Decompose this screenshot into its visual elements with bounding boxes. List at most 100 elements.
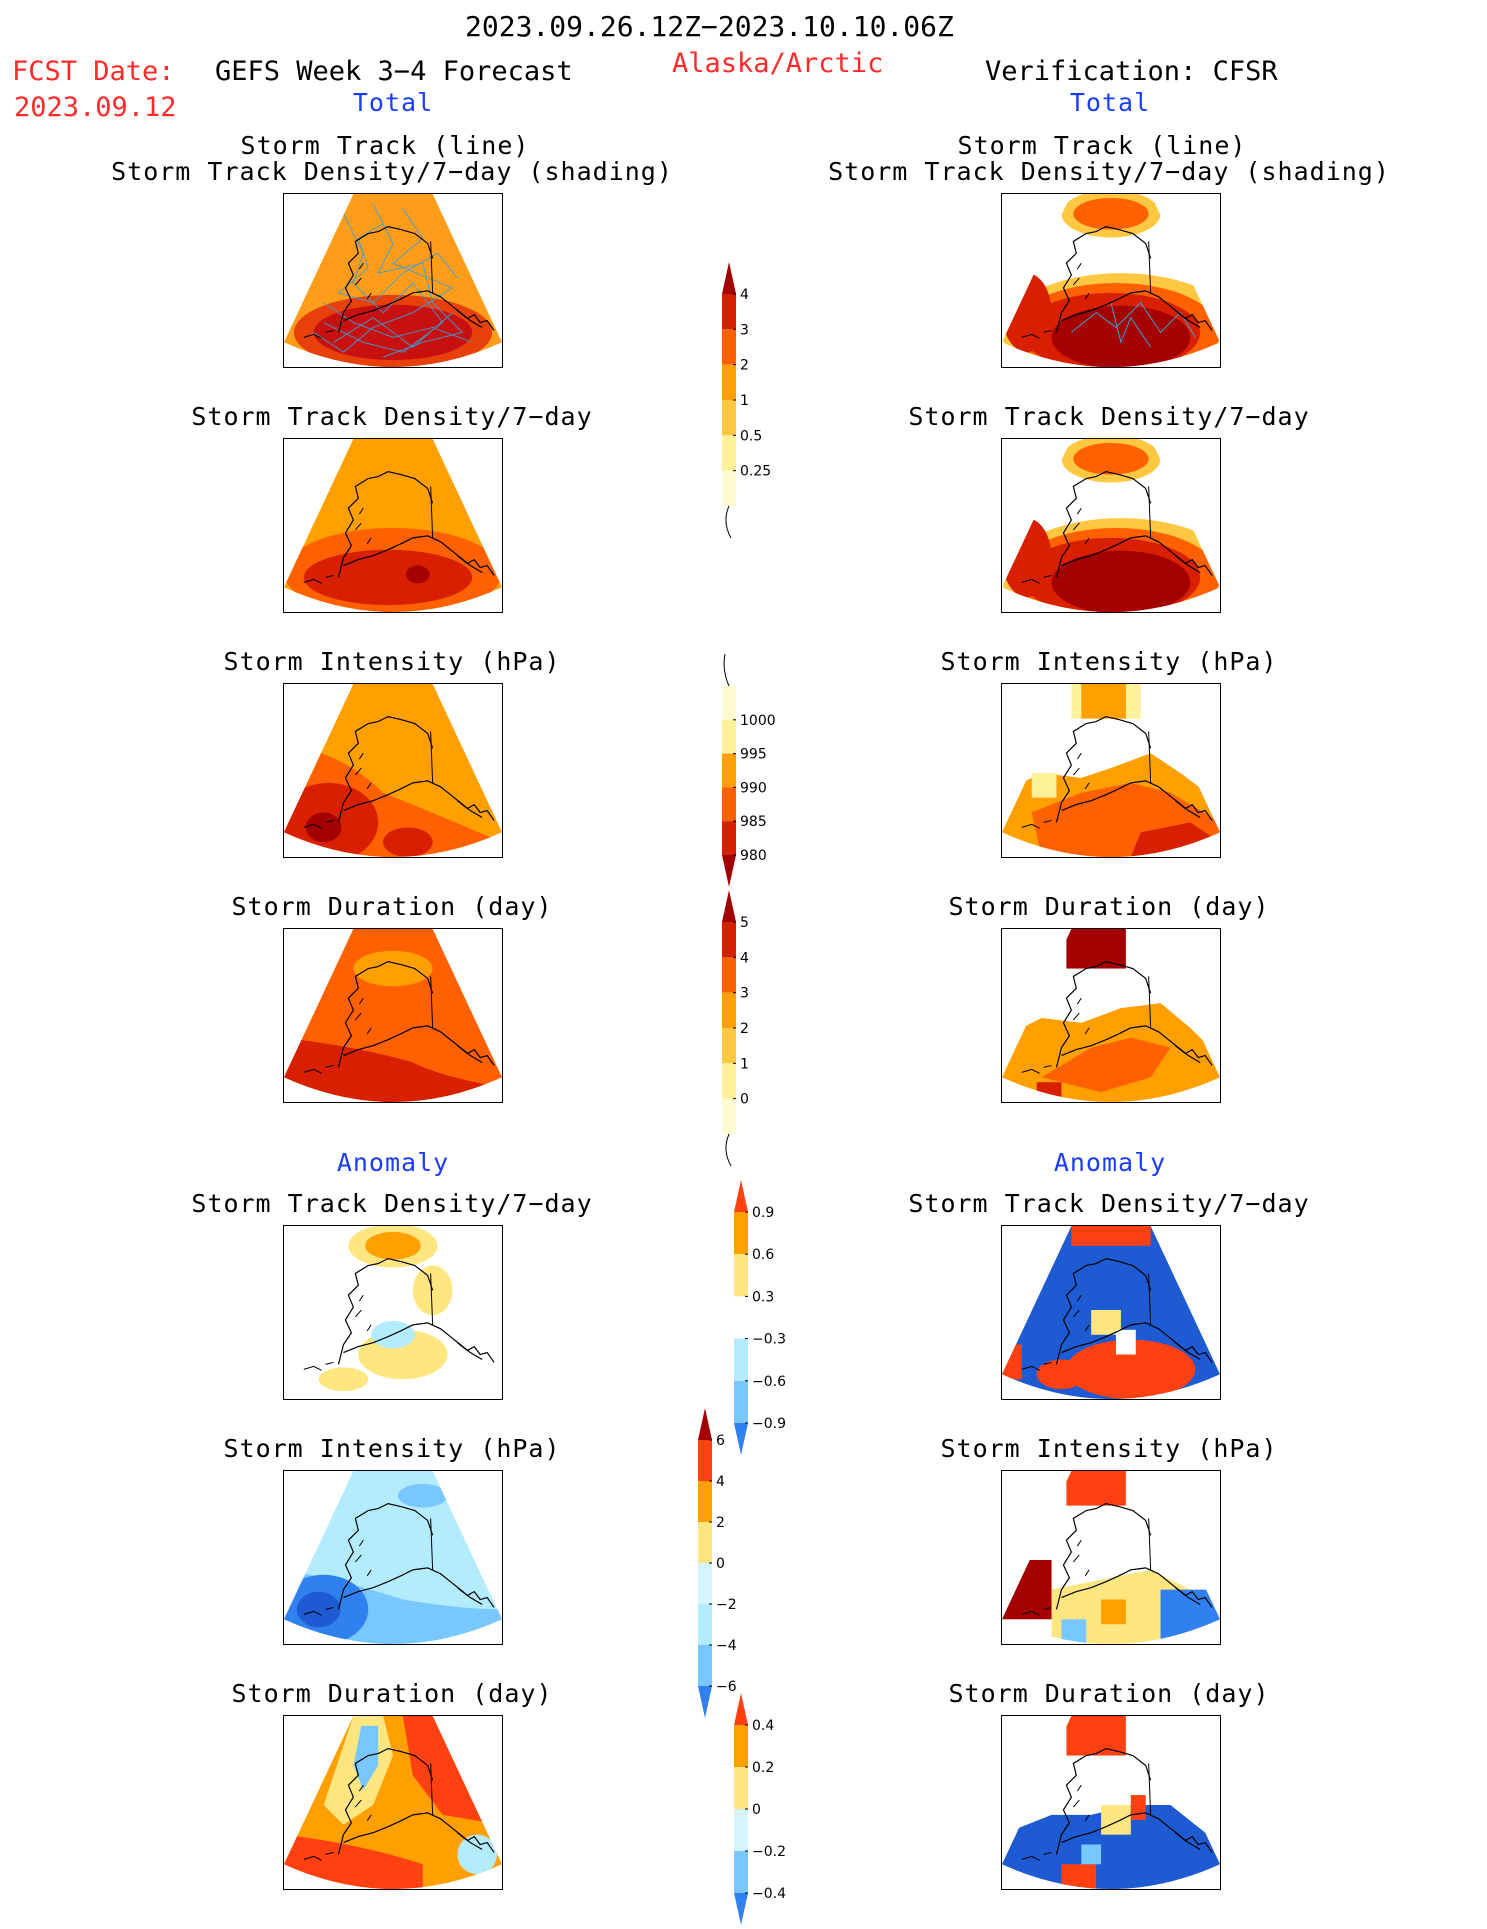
anom_density-swatch [734, 1380, 748, 1423]
density-colorbar-svg: 4 3 2 1 0.5 0.25 [722, 262, 771, 539]
intensity-tick-label: 980 [740, 848, 767, 864]
anom_duration-tick-label: 0 [752, 1802, 761, 1818]
anom_duration-arrow-top [734, 1693, 748, 1725]
anom_duration-tick-label: 0.4 [752, 1718, 774, 1734]
intensity-swatch [722, 719, 736, 754]
duration-tick-label: 0 [740, 1092, 749, 1108]
intensity-tail-top [723, 653, 730, 687]
duration-tick-label: 3 [740, 986, 749, 1002]
period-title: 2023.09.26.12Z−2023.10.10.06Z [465, 10, 954, 43]
density-swatch [722, 400, 736, 436]
anom_intensity-swatch [698, 1481, 712, 1522]
anom_intensity-tick-label: −4 [716, 1638, 737, 1654]
left-anom-intensity-title: Storm Intensity (hPa) [223, 1434, 561, 1463]
density-swatch [722, 364, 736, 400]
anom_density-swatch [734, 1338, 748, 1381]
density-tick-label: 0.5 [740, 428, 762, 444]
anom-intensity-colorbar: 6 4 2 0 −2 −4 −6 [698, 1408, 758, 1718]
right-density-map [1001, 438, 1221, 613]
density-colorbar: 4 3 2 1 0.5 0.25 [722, 262, 782, 539]
anom_duration-tick-label: −0.4 [752, 1886, 786, 1902]
density-tick-label: 3 [740, 322, 749, 338]
intensity-tick-label: 990 [740, 780, 767, 796]
anom_intensity-tick-label: 2 [716, 1515, 725, 1531]
anom_duration-swatch [734, 1767, 748, 1809]
left-duration-title: Storm Duration (day) [231, 892, 553, 921]
intensity-swatch [722, 821, 736, 855]
left-anom-duration-title: Storm Duration (day) [231, 1679, 553, 1708]
anom-duration-colorbar: 0.4 0.2 0 −0.2 −0.4 [734, 1693, 794, 1925]
density-tick-label: 2 [740, 358, 749, 374]
left-track-line-title: Storm Track (line) [240, 131, 530, 160]
density-swatch [722, 435, 736, 471]
intensity-swatch [722, 753, 736, 788]
anom_intensity-arrow-top [698, 1408, 712, 1440]
anom_duration-swatch [734, 1809, 748, 1851]
anom_duration-arrow-bottom [734, 1893, 748, 1925]
left-total-label: Total [352, 88, 434, 117]
density-tick-label: 4 [740, 287, 749, 303]
duration-tick-label: 5 [740, 915, 749, 931]
left-duration-map [283, 928, 503, 1103]
anom_intensity-swatch [698, 1563, 712, 1604]
left-anom-density-map [283, 1225, 503, 1400]
intensity-tick-label: 995 [740, 747, 767, 763]
anom_density-colorbar-svg: 0.9 0.6 0.3 −0.3 −0.6 −0.9 [734, 1180, 786, 1455]
anom_density-tick-label: −0.6 [752, 1374, 786, 1390]
anom_intensity-swatch [698, 1645, 712, 1686]
fcst-label: FCST Date: [12, 56, 175, 87]
intensity-arrow-bottom [722, 855, 736, 887]
anom_density-arrow-bottom [734, 1423, 748, 1455]
right-intensity-map [1001, 683, 1221, 858]
intensity-tick-label: 1000 [740, 713, 776, 729]
duration-colorbar-svg: 5 4 3 2 1 0 [722, 890, 749, 1167]
anom_intensity-tick-label: −2 [716, 1597, 737, 1613]
fcst-date: 2023.09.12 [14, 92, 177, 123]
anom_intensity-arrow-bottom [698, 1686, 712, 1718]
anom_density-swatch [734, 1254, 748, 1297]
anom_density-tick-label: −0.9 [752, 1416, 786, 1432]
right-total-label: Total [1069, 88, 1151, 117]
anom_intensity-colorbar-svg: 6 4 2 0 −2 −4 −6 [698, 1408, 737, 1718]
intensity-swatch [722, 787, 736, 822]
anom_duration-swatch [734, 1851, 748, 1893]
anom_intensity-swatch [698, 1604, 712, 1645]
anom_duration-tick-label: −0.2 [752, 1844, 786, 1860]
left-track-map [283, 193, 503, 368]
left-intensity-map [283, 683, 503, 858]
left-density-title: Storm Track Density/7−day [191, 402, 593, 431]
anom_intensity-swatch [698, 1440, 712, 1481]
duration-swatch [722, 992, 736, 1028]
duration-tick-label: 2 [740, 1021, 749, 1037]
right-anomaly-label: Anomaly [1053, 1148, 1167, 1177]
intensity-colorbar-svg: 1000 995 990 985 980 [722, 653, 776, 887]
anom_intensity-tick-label: 4 [716, 1474, 725, 1490]
density-swatch [722, 329, 736, 365]
right-anom-density-map [1001, 1225, 1221, 1400]
density-tail-bottom [725, 505, 732, 539]
right-track-shading-title: Storm Track Density/7−day (shading) [828, 157, 1390, 186]
duration-swatch [722, 1063, 736, 1099]
anom_density-swatch [734, 1296, 748, 1339]
left-anom-density-title: Storm Track Density/7−day [191, 1189, 593, 1218]
model-title: GEFS Week 3−4 Forecast [215, 56, 573, 87]
right-anom-density-title: Storm Track Density/7−day [908, 1189, 1310, 1218]
duration-arrow-top [722, 890, 736, 922]
right-density-title: Storm Track Density/7−day [908, 402, 1310, 431]
right-duration-title: Storm Duration (day) [948, 892, 1270, 921]
right-anom-duration-map [1001, 1715, 1221, 1890]
anom-density-colorbar: 0.9 0.6 0.3 −0.3 −0.6 −0.9 [734, 1180, 794, 1455]
duration-tick-label: 4 [740, 950, 749, 966]
duration-swatch [722, 922, 736, 958]
duration-tick-label: 1 [740, 1056, 749, 1072]
density-swatch [722, 294, 736, 330]
right-track-line-title: Storm Track (line) [957, 131, 1247, 160]
anom_intensity-swatch [698, 1522, 712, 1563]
intensity-colorbar: 1000 995 990 985 980 [722, 653, 782, 887]
left-density-map [283, 438, 503, 613]
density-swatch [722, 470, 736, 506]
anom_density-tick-label: −0.3 [752, 1332, 786, 1348]
anom_duration-colorbar-svg: 0.4 0.2 0 −0.2 −0.4 [734, 1693, 786, 1925]
right-track-map [1001, 193, 1221, 368]
verification-title: Verification: CFSR [985, 56, 1278, 87]
